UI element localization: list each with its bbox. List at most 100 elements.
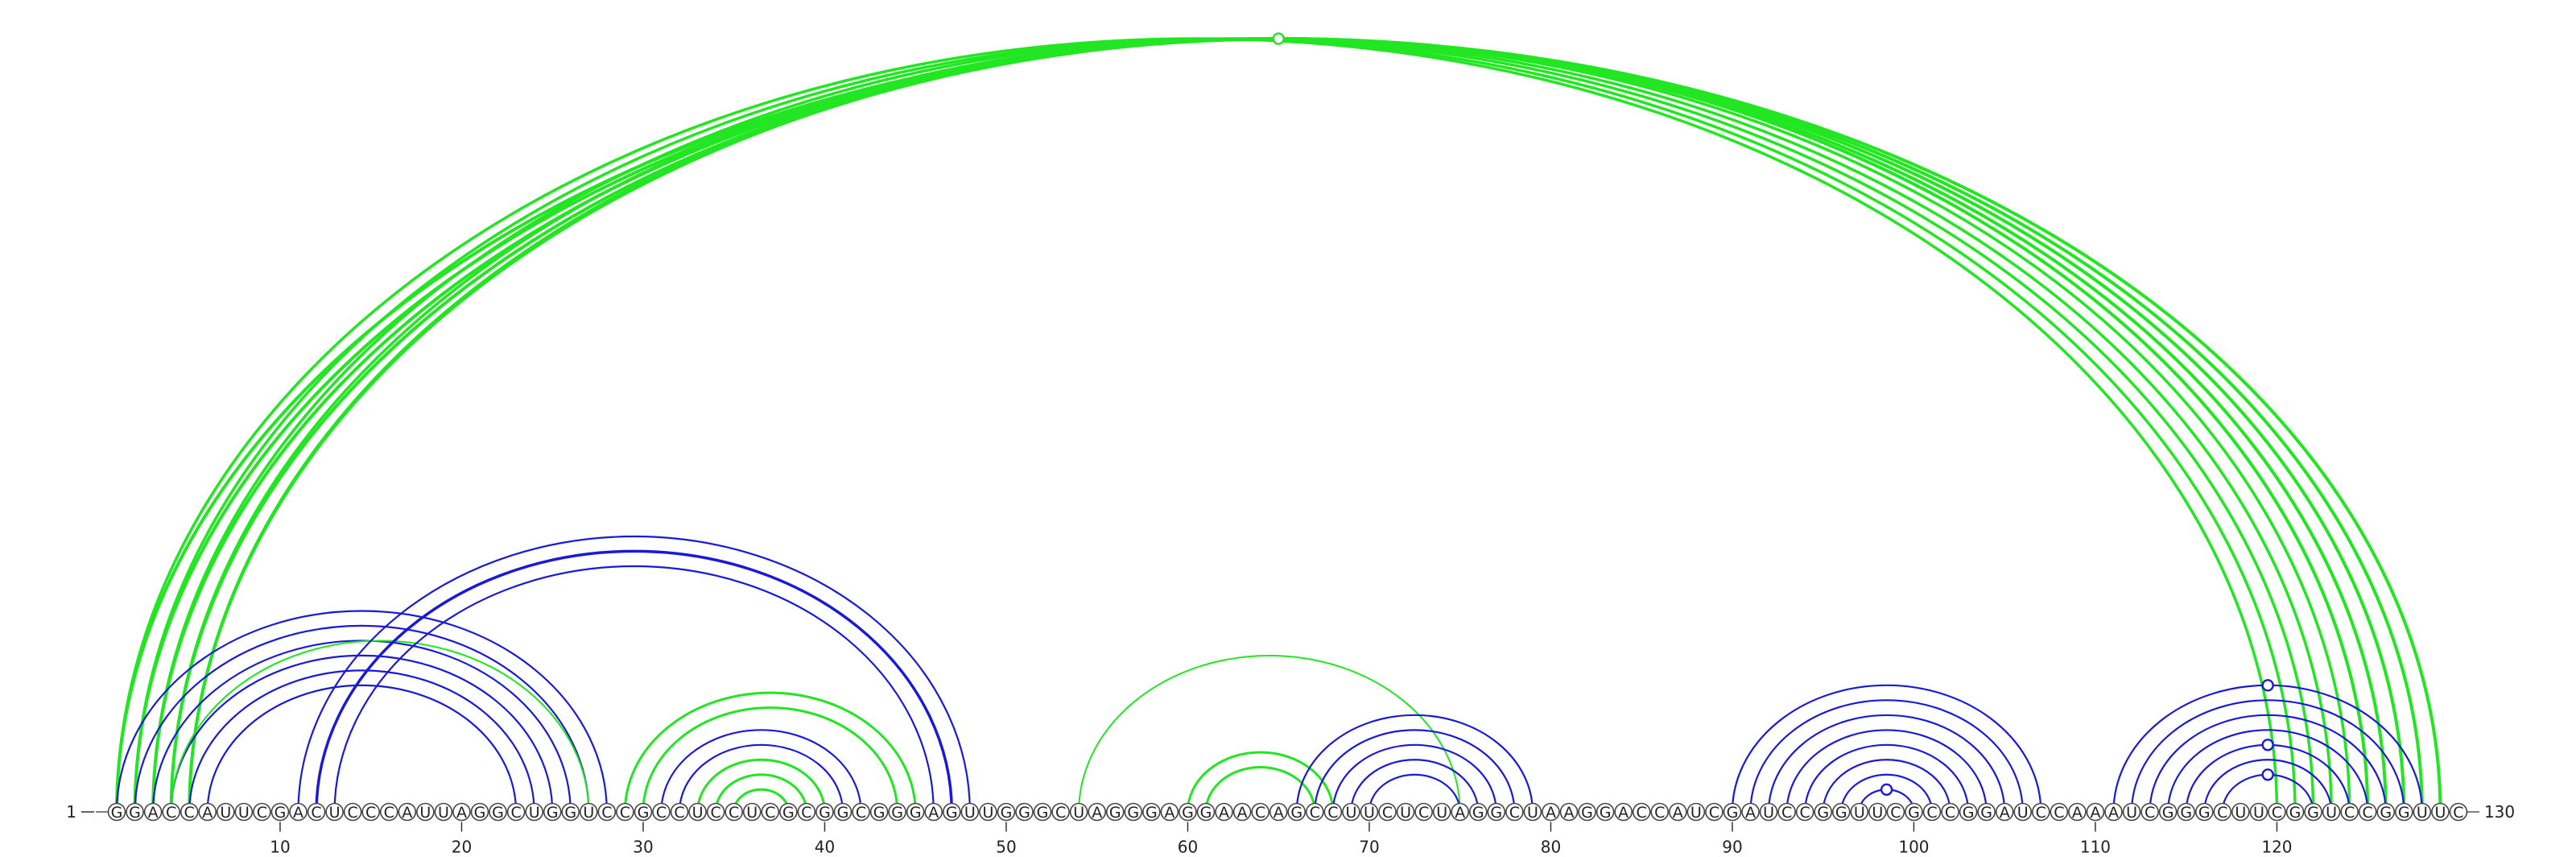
nucleotide-letter: G <box>1727 804 1739 822</box>
nucleotide-circle <box>2068 802 2087 822</box>
nucleotide-circle <box>1142 802 1161 822</box>
nucleotide-circle <box>398 802 417 822</box>
base-pair-arc <box>1804 743 1970 814</box>
base-pair-arc <box>1295 714 1534 814</box>
nucleotide-letter: G <box>1963 804 1975 822</box>
nucleotide-circle <box>1342 802 1360 822</box>
nucleotide-circle <box>1632 802 1651 822</box>
nucleotide-circle <box>1814 802 1832 822</box>
nucleotide-letter: C <box>1926 804 1937 822</box>
nucleotide-circle <box>216 802 235 822</box>
base-pair-arc <box>170 654 554 814</box>
nucleotide-letter: C <box>384 804 394 822</box>
nucleotide-circle <box>1033 802 1052 822</box>
nucleotide-circle <box>1922 802 1942 822</box>
nucleotide-letter: A <box>1274 804 1284 822</box>
nucleotide-letter: C <box>1382 804 1393 822</box>
nucleotide-circle <box>797 802 816 822</box>
nucleotide-circle <box>162 802 180 822</box>
nucleotide-letter: U <box>419 804 431 822</box>
nucleotide-circle <box>1378 802 1397 822</box>
nucleotide-letter: A <box>2000 804 2010 822</box>
base-pair-arc <box>1314 729 1516 814</box>
nucleotide-circle <box>1051 802 1070 822</box>
nucleotide-circle <box>1396 802 1415 822</box>
nucleotide-circle <box>1105 802 1125 822</box>
nucleotide-circle <box>2413 802 2432 822</box>
nucleotide-letter: G <box>564 804 576 822</box>
nucleotide-letter: C <box>674 804 684 822</box>
nucleotide-letter: G <box>837 804 849 822</box>
nucleotide-letter: C <box>1890 804 1901 822</box>
nucleotide-circle <box>253 802 271 822</box>
nucleotide-letter: C <box>1327 804 1338 822</box>
nucleotide-circle <box>1069 802 1088 822</box>
nucleotide-circle <box>1179 802 1197 822</box>
nucleotide-circle <box>1705 802 1724 822</box>
base-pair-arc <box>134 624 590 814</box>
nucleotide-circle <box>1015 802 1034 822</box>
nucleotide-letter: A <box>1164 804 1174 822</box>
base-pair-arc <box>169 37 2388 814</box>
nucleotide-circle <box>234 802 254 822</box>
tick-label: 110 <box>2080 838 2111 857</box>
end-position-label: 130 <box>2484 802 2515 822</box>
base-pair-arc <box>206 684 518 814</box>
nucleotide-letter: A <box>1455 804 1465 822</box>
base-pair-arc <box>1840 773 1934 814</box>
nucleotide-letter: C <box>2036 804 2046 822</box>
base-pair-arc <box>623 691 917 814</box>
nucleotide-circle <box>1669 802 1687 822</box>
nucleotide-circle <box>2213 802 2232 822</box>
base-pair-arc <box>696 758 826 814</box>
nucleotide-circle <box>979 802 997 822</box>
nucleotide-letter: G <box>1146 804 1158 822</box>
nucleotide-letter: A <box>293 804 303 822</box>
nucleotide-circle <box>1287 802 1307 822</box>
nucleotide-letter: G <box>1127 804 1139 822</box>
nucleotide-letter: C <box>510 804 521 822</box>
nucleotide-circle <box>2194 802 2214 822</box>
nucleotide-circle <box>2376 802 2396 822</box>
base-pair-arc <box>170 640 590 813</box>
nucleotide-circle <box>416 802 435 822</box>
nucleotide-letter: A <box>456 804 467 822</box>
nucleotide-letter: G <box>2307 804 2319 822</box>
nucleotide-circle <box>779 802 798 822</box>
base-pair-arc <box>1204 766 1316 814</box>
nucleotide-circle <box>1759 802 1778 822</box>
tick-label: 100 <box>1898 838 1929 857</box>
base-pair-arc <box>115 37 2279 814</box>
nucleotide-circle <box>307 802 326 822</box>
base-pair-arcs <box>115 37 2442 814</box>
nucleotide-letter: C <box>1055 804 1066 822</box>
nucleotide-letter: U <box>2417 804 2428 822</box>
nucleotide-circle <box>1977 802 1996 822</box>
nucleotide-letter: G <box>2398 804 2410 822</box>
nucleotide-circle <box>2122 802 2141 822</box>
nucleotide-circle <box>2249 802 2268 822</box>
base-pair-arc <box>1767 714 2006 814</box>
nucleotide-circle <box>1323 802 1343 822</box>
nucleotide-circle <box>652 802 671 822</box>
nucleotide-circle <box>906 802 925 822</box>
nucleotide-letter: G <box>474 804 486 822</box>
nucleotide-letter: C <box>656 804 667 822</box>
nucleotide-circle <box>470 802 489 822</box>
nucleotide-letter: U <box>2126 804 2137 822</box>
nucleotide-circle <box>1723 802 1742 822</box>
nucleotide-circle <box>597 802 617 822</box>
nucleotide-letter: C <box>365 804 376 822</box>
nucleotide-circle <box>2358 802 2377 822</box>
nucleotide-letter: C <box>1509 804 1520 822</box>
arc-apex-marker <box>2261 739 2274 751</box>
nucleotide-letter: U <box>1073 804 1084 822</box>
nucleotide-letter: A <box>1618 804 1629 822</box>
nucleotide-letter: G <box>782 804 795 822</box>
nucleotide-letter: U <box>529 804 540 822</box>
nucleotide-circle <box>761 802 780 822</box>
base-pair-arc <box>1368 773 1461 814</box>
nucleotide-circle <box>1995 802 2014 822</box>
nucleotide-circle <box>2158 802 2178 822</box>
